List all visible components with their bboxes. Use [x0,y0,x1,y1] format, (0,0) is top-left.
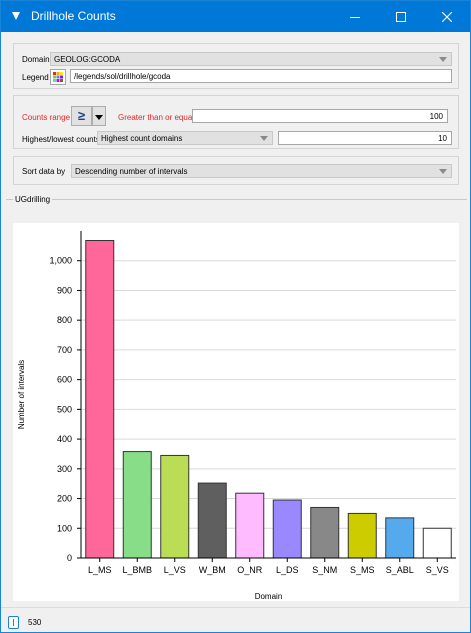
bar-s-nm [310,506,340,559]
sort-label: Sort data by [22,167,66,176]
x-tick-label: S_MS [350,565,375,575]
maximize-icon [396,11,406,22]
count-threshold-value: 100 [429,112,443,121]
bar-s-abl [385,517,415,559]
x-tick-label: L_BMB [122,565,152,575]
bars [85,240,452,559]
legend-picker-button[interactable] [50,69,66,85]
y-tick-label: 100 [57,523,72,533]
minimize-button[interactable] [332,1,378,32]
caret-down-icon [95,115,103,120]
bar-l-ds [272,499,302,559]
chevron-down-icon [439,57,447,62]
group-divider [6,199,467,200]
y-tick-label: 600 [57,375,72,385]
y-tick-label: 900 [57,285,72,295]
count-limit-field[interactable]: 10 [278,131,452,145]
status-bar: 530 [1,607,470,632]
bar-s-ms [347,512,377,559]
close-button[interactable] [424,1,470,32]
bar-l-bmb [122,451,152,559]
y-tick-label: 500 [57,404,72,414]
operator-symbol: ≥ [77,108,86,123]
sort-select[interactable]: Descending number of intervals [71,164,452,178]
operator-button[interactable]: ≥ [71,106,92,126]
maximize-button[interactable] [378,1,424,32]
close-icon [442,11,452,22]
x-tick-label: L_DS [276,565,299,575]
domain-label: Domain [22,55,50,64]
operator-dropdown[interactable] [92,106,106,126]
highlow-label: Highest/lowest counts [22,135,100,144]
chevron-down-icon [260,136,268,141]
palette-icon [53,72,63,82]
legend-path-field[interactable]: /legends/sol/drillhole/gcoda [70,69,452,83]
y-tick-label: 300 [57,464,72,474]
x-tick-label: S_NM [312,565,337,575]
x-tick-label: O_NR [237,565,263,575]
legend-path-value: /legends/sol/drillhole/gcoda [74,72,171,81]
sort-panel: Sort data by Descending number of interv… [13,156,459,185]
bar-chart: 0 100 200 300 400 500 600 700 800 900 1,000 L_MS L_… [13,223,459,601]
y-tick-label: 200 [57,494,72,504]
window-title: Drillhole Counts [31,9,116,23]
y-tick-labels: 0 100 200 300 400 500 600 700 800 900 1,000 [49,256,81,563]
highlow-select[interactable]: Highest count domains [97,131,273,145]
count-threshold-field[interactable]: 100 [192,109,448,123]
legend-label: Legend [22,73,49,82]
domain-select[interactable]: GEOLOG:GCODA [50,52,452,66]
x-tick-label: L_VS [164,565,186,575]
counts-panel: Counts range ≥ Greater than or equal 100… [13,95,459,149]
domain-value: GEOLOG:GCODA [54,55,121,64]
count-limit-value: 10 [438,134,447,143]
counts-range-label: Counts range [22,113,71,122]
x-tick-labels: L_MS L_BMB L_VS W_BM O_NR L_DS S_NM S_MS S_ABL S_… [88,558,449,575]
x-tick-label: L_MS [88,565,112,575]
domain-panel: Domain GEOLOG:GCODA Legend /legends/sol/… [13,43,459,89]
condition-label: Greater than or equal [118,113,195,122]
x-axis-label: Domain [255,592,283,601]
info-icon[interactable] [8,616,19,629]
group-title: UGdrilling [13,195,53,204]
y-axis-label: Number of intervals [17,360,26,429]
y-tick-label: 400 [57,434,72,444]
title-bar: Drillhole Counts [1,1,470,32]
bar-w-bm [197,482,227,559]
minimize-icon [350,16,360,18]
status-count: 530 [28,618,42,627]
bar-o-nr [235,492,265,559]
bar-s-vs [422,527,452,559]
x-tick-label: W_BM [199,565,226,575]
bar-l-vs [160,454,190,559]
y-tick-label: 700 [57,345,72,355]
y-tick-label: 1,000 [49,256,72,266]
bar-l-ms [85,240,115,559]
highlow-value: Highest count domains [101,134,183,143]
app-icon [12,12,20,20]
x-tick-label: S_VS [426,565,449,575]
y-tick-label: 0 [67,553,72,563]
sort-value: Descending number of intervals [75,167,188,176]
chevron-down-icon [439,169,447,174]
x-tick-label: S_ABL [386,565,414,575]
y-tick-label: 800 [57,315,72,325]
